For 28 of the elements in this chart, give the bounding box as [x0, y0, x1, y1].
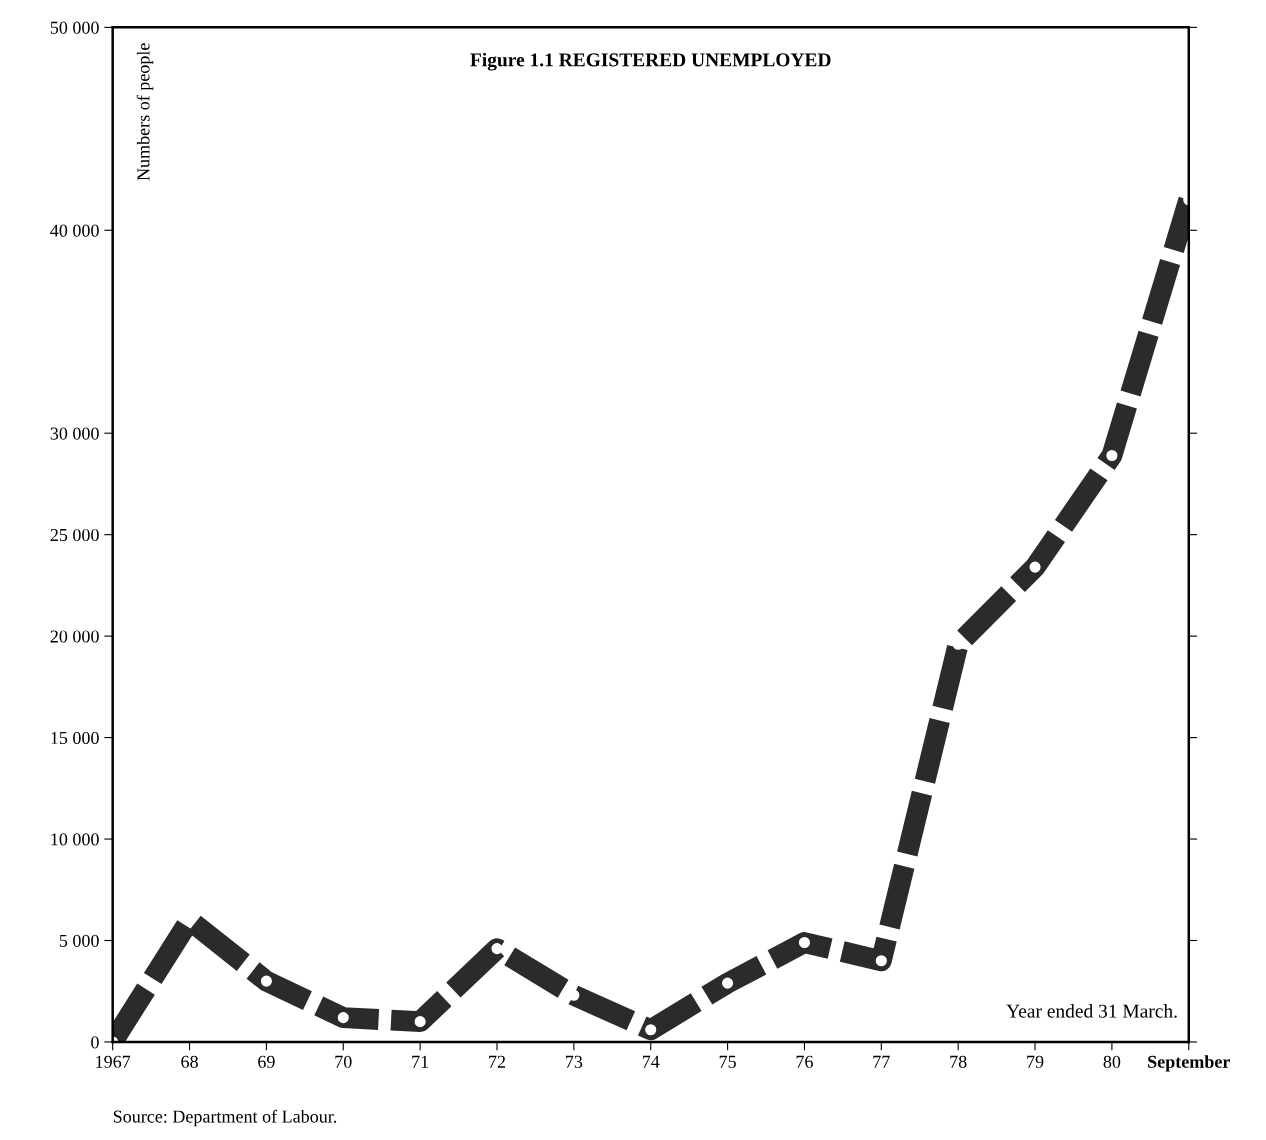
y-tick-label: 40 000 — [50, 224, 99, 237]
x-tick-label: 76 — [796, 1055, 813, 1068]
x-tick-label: 72 — [489, 1055, 506, 1068]
y-tick-label: 10 000 — [51, 833, 99, 846]
x-tick-label: 78 — [950, 1055, 967, 1068]
x-tick-label: September — [1148, 1055, 1230, 1072]
y-tick-label: 25 000 — [50, 528, 99, 542]
y-tick-label: 15 000 — [51, 731, 99, 745]
x-tick-label: 69 — [258, 1055, 275, 1068]
x-tick-label: 70 — [335, 1055, 352, 1068]
y-tick-label: 5 000 — [59, 934, 99, 947]
source-note: Source: Department of Labour. — [113, 1109, 337, 1127]
x-tick-label: 71 — [412, 1055, 429, 1068]
text: Figure 1.1 REGISTERED UNEMPLOYED — [470, 52, 831, 71]
x-tick-label: 80 — [1103, 1055, 1121, 1068]
x-tick-label: 74 — [642, 1055, 660, 1068]
x-tick-label: 1967 — [96, 1055, 131, 1068]
x-tick-label: 75 — [719, 1055, 736, 1068]
annotation: Year ended 31 March. — [1006, 1004, 1177, 1018]
x-tick-label: 68 — [181, 1055, 198, 1068]
y-tick-label: 0 — [91, 1036, 99, 1049]
x-tick-label: 73 — [566, 1055, 583, 1068]
x-tick-label: 79 — [1027, 1055, 1044, 1068]
y-tick-label: 30 000 — [50, 427, 99, 440]
y-tick-label: 50 000 — [50, 21, 99, 34]
y-axis-title: Numbers of people — [136, 43, 154, 181]
x-tick-label: 77 — [873, 1055, 890, 1068]
y-tick-label: 20 000 — [50, 630, 99, 643]
